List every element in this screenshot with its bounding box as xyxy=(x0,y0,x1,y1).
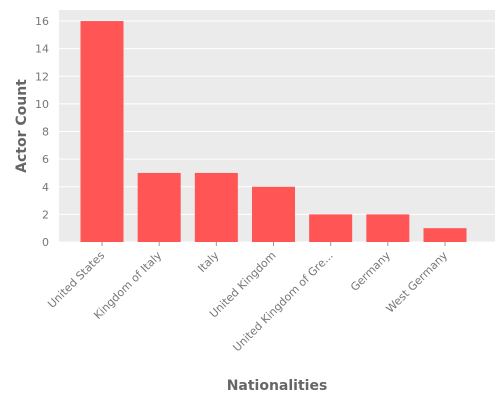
bar xyxy=(423,228,467,242)
bar xyxy=(252,186,295,242)
x-tick-label: United Kingdom of Gre... xyxy=(230,249,335,354)
y-tick-label: 12 xyxy=(35,70,49,83)
bar xyxy=(309,214,353,242)
x-tick-label: Italy xyxy=(195,249,221,275)
y-tick-label: 0 xyxy=(42,236,49,249)
y-tick-label: 8 xyxy=(42,126,49,139)
x-axis-label: Nationalities xyxy=(227,378,328,394)
bar xyxy=(366,214,410,242)
y-tick-labels: 0 2 4 6 8 10 12 14 16 xyxy=(35,15,49,249)
y-axis-label: Actor Count xyxy=(14,79,30,173)
bar xyxy=(194,172,238,242)
x-tick-label: West Germany xyxy=(384,249,451,316)
y-tick-label: 14 xyxy=(35,43,49,56)
y-tick-label: 6 xyxy=(42,153,49,166)
x-tick-label: United States xyxy=(45,249,107,311)
y-tick-label: 4 xyxy=(42,181,49,194)
bar xyxy=(137,172,181,242)
bars xyxy=(80,21,467,242)
y-tick-label: 10 xyxy=(35,98,49,111)
y-tick-label: 16 xyxy=(35,15,49,28)
x-tick-label: Germany xyxy=(348,249,393,294)
y-tick-label: 2 xyxy=(42,208,49,221)
bar xyxy=(80,21,124,242)
